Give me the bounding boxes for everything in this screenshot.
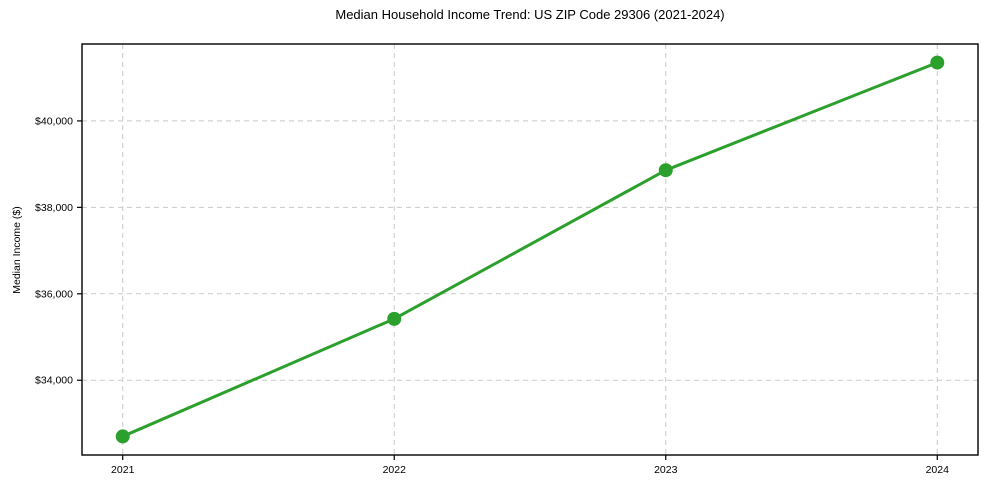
series-line (121, 61, 939, 438)
y-tick-label: $34,000 (35, 375, 73, 387)
y-axis-label: Median Income ($) (11, 206, 23, 294)
x-tick-label: 2023 (654, 464, 678, 476)
plot-border (81, 43, 979, 456)
data-point (930, 55, 945, 70)
data-point (387, 311, 402, 326)
x-tick-label: 2022 (383, 464, 407, 476)
x-tick-label: 2021 (111, 464, 135, 476)
x-tick-label: 2024 (926, 464, 950, 476)
chart-title: Median Household Income Trend: US ZIP Co… (335, 7, 725, 22)
y-tick-label: $38,000 (35, 202, 73, 214)
y-tick-label: $40,000 (35, 115, 73, 127)
data-point (115, 429, 130, 444)
y-tick-label: $36,000 (35, 288, 73, 300)
data-point (658, 163, 673, 178)
